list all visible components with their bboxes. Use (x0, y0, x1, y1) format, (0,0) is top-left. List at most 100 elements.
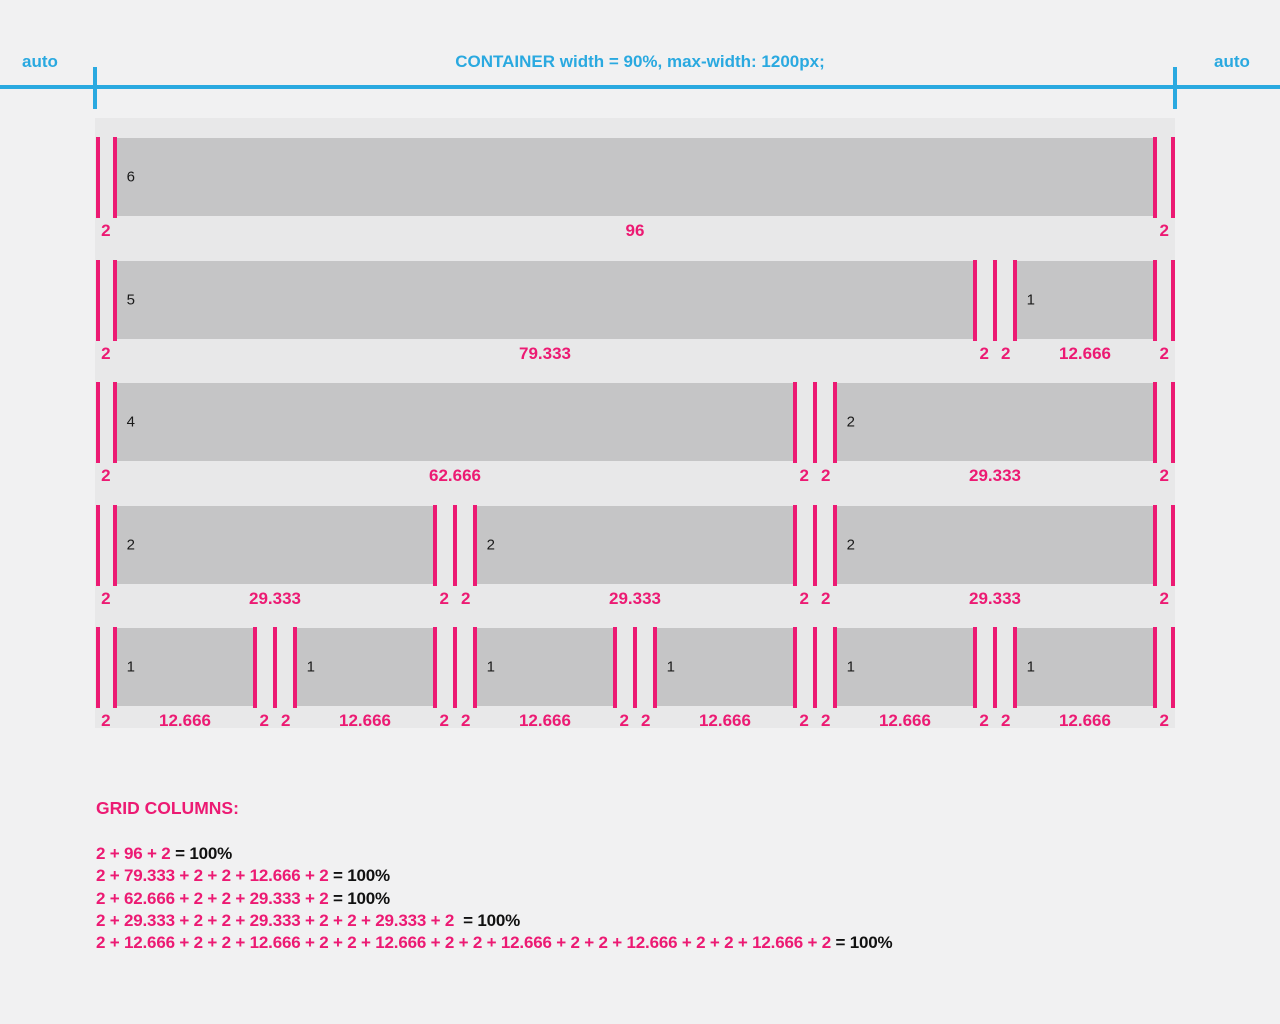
margin-width-label: 2 (439, 711, 449, 730)
margin-width-label: 2 (1159, 588, 1169, 608)
margin-line (253, 627, 258, 708)
column-width-label: 12.666 (158, 711, 211, 730)
margin-line (973, 627, 978, 708)
margin-line (1012, 627, 1017, 708)
margin-width-label: 2 (979, 711, 989, 730)
equation-result: = 100% (454, 910, 521, 930)
column-width-label: 12.666 (338, 711, 391, 730)
margin-width-label: 2 (979, 343, 989, 363)
margin-line (832, 627, 837, 708)
margin-line (472, 504, 477, 586)
equation-result: = 100% (831, 933, 893, 953)
margin-line (1153, 504, 1158, 586)
container-right-tick (1173, 67, 1177, 109)
column-width-label: 12.666 (1058, 343, 1111, 363)
margin-line (112, 627, 117, 708)
column-span-label: 2 (846, 536, 855, 553)
column-width-label: 12.666 (518, 711, 571, 730)
column-width-label: 62.666 (428, 466, 481, 485)
margin-line (812, 382, 817, 463)
container-width-rule (0, 85, 1280, 89)
column-span-label: 1 (1026, 291, 1035, 308)
auto-margin-label-right: auto (1214, 52, 1250, 71)
margin-width-label: 2 (1159, 466, 1169, 485)
equation-terms: 2 + 29.333 + 2 + 2 + 29.333 + 2 + 2 + 29… (96, 910, 455, 930)
margin-width-label: 2 (821, 711, 831, 730)
margin-line (992, 627, 997, 708)
equation-result: = 100% (328, 866, 390, 886)
column-block: 1 (836, 628, 974, 706)
column-width-label: 12.666 (878, 711, 931, 730)
margin-line (812, 627, 817, 708)
column-span-label: 4 (126, 413, 135, 431)
column-span-label: 1 (1026, 658, 1035, 676)
margin-line (793, 504, 798, 586)
margin-line (992, 259, 997, 341)
column-span-label: 5 (126, 291, 135, 308)
margin-width-label: 2 (1159, 711, 1169, 730)
margin-width-label: 2 (799, 466, 809, 485)
margin-line (973, 259, 978, 341)
column-block: 1 (1016, 628, 1154, 706)
margin-line (472, 627, 477, 708)
margin-width-label: 2 (799, 711, 809, 730)
margin-width-label: 2 (439, 588, 449, 608)
container-left-tick (93, 67, 97, 109)
column-block: 1 (1016, 260, 1154, 339)
equation-line: 2 + 62.666 + 2 + 2 + 29.333 + 2 = 100% (96, 888, 892, 910)
margin-line (1153, 627, 1158, 708)
equation-result: = 100% (328, 888, 390, 908)
margin-line (613, 627, 618, 708)
column-block: 1 (296, 628, 434, 706)
grid-columns-heading: GRID COLUMNS: (96, 798, 239, 818)
equation-terms: 2 + 96 + 2 (96, 844, 171, 863)
column-span-label: 2 (486, 536, 495, 553)
column-span-label: 1 (846, 658, 855, 676)
auto-margin-label-left: auto (22, 52, 58, 71)
column-span-label: 1 (666, 658, 675, 676)
equation-line: 2 + 12.666 + 2 + 2 + 12.666 + 2 + 2 + 12… (96, 932, 893, 954)
column-width-label: 29.333 (248, 588, 301, 608)
column-width-label: 12.666 (1058, 711, 1111, 730)
column-block: 2 (116, 505, 434, 584)
margin-line (272, 627, 277, 708)
margin-line (1171, 627, 1175, 708)
margin-width-label: 2 (799, 588, 809, 608)
margin-line (112, 504, 117, 586)
column-block: 1 (116, 628, 254, 706)
column-width-label: 96 (625, 221, 645, 240)
margin-line (96, 137, 100, 218)
margin-line (1153, 259, 1158, 341)
column-block: 2 (836, 383, 1154, 461)
column-block: 1 (476, 628, 614, 706)
margin-line (1171, 382, 1175, 463)
column-span-label: 1 (126, 658, 135, 676)
column-block: 2 (476, 505, 794, 584)
margin-width-label: 2 (641, 711, 651, 730)
margin-line (812, 504, 817, 586)
margin-width-label: 2 (101, 588, 111, 608)
margin-width-label: 2 (619, 711, 629, 730)
column-span-label: 1 (486, 658, 495, 676)
margin-line (96, 259, 100, 341)
margin-line (793, 627, 798, 708)
margin-line (452, 627, 457, 708)
margin-line (1012, 259, 1017, 341)
column-block: 6 (116, 138, 1154, 216)
margin-width-label: 2 (101, 711, 111, 730)
margin-width-label: 2 (1159, 343, 1169, 363)
column-block: 4 (116, 383, 794, 461)
margin-width-label: 2 (1159, 221, 1169, 240)
margin-width-label: 2 (1001, 343, 1011, 363)
column-width-label: 29.333 (608, 588, 661, 608)
margin-width-label: 2 (281, 711, 291, 730)
margin-line (452, 504, 457, 586)
margin-width-label: 2 (1001, 711, 1011, 730)
equation-terms: 2 + 12.666 + 2 + 2 + 12.666 + 2 + 2 + 12… (96, 933, 831, 953)
margin-line (1171, 137, 1175, 218)
equation-line: 2 + 29.333 + 2 + 2 + 29.333 + 2 + 2 + 29… (96, 910, 892, 932)
equation-line: 2 + 96 + 2 = 100% (96, 843, 892, 865)
margin-line (112, 382, 117, 463)
column-span-label: 2 (126, 536, 135, 553)
